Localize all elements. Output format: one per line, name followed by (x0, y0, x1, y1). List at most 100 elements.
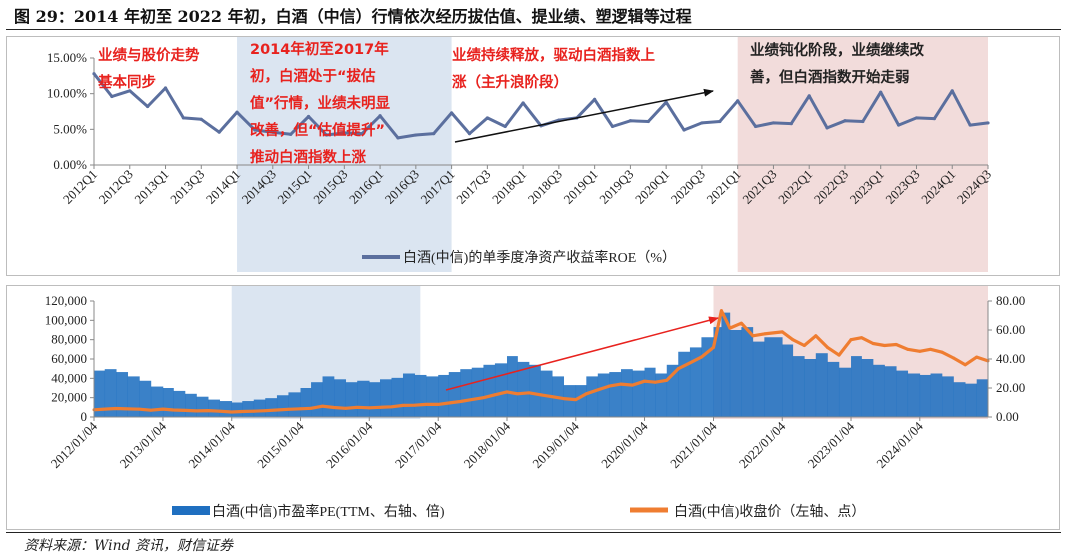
pe-bar (94, 370, 106, 417)
pe-bar (930, 373, 943, 417)
annotation-stage3: 业绩持续释放，驱动白酒指数上 涨（主升浪阶段） (452, 48, 655, 91)
price-data-point (424, 402, 428, 406)
pe-bar (792, 356, 805, 417)
price-legend-label: 白酒(中信)收盘价（左轴、点） (674, 503, 865, 520)
pe-bar (919, 374, 931, 417)
price-data-point (149, 408, 153, 412)
roe-data-point (289, 132, 293, 136)
price-data-point (401, 403, 405, 407)
price-data-point (332, 406, 336, 410)
price-data-point (825, 345, 829, 349)
price-data-point (413, 403, 417, 407)
price-data-point (918, 349, 922, 353)
price-data-point (298, 407, 302, 411)
pe-left-tick-label: 100,000 (45, 312, 87, 327)
pe-bar (976, 379, 989, 417)
price-data-point (837, 353, 841, 357)
pe-bar (713, 327, 722, 417)
price-data-point (676, 367, 680, 371)
roe-data-point (879, 90, 883, 94)
price-data-point (481, 396, 485, 400)
price-data-point (860, 336, 864, 340)
pe-bar (276, 395, 289, 417)
price-data-point (114, 406, 118, 410)
pe-bar (804, 359, 817, 417)
pe-bar (402, 373, 415, 417)
price-data-point (389, 405, 393, 409)
pe-bar (162, 388, 174, 417)
pe-bar (173, 390, 186, 417)
pe-bar (345, 382, 358, 417)
pe-right-tick-label: 60.00 (996, 322, 1025, 337)
roe-data-point (593, 97, 597, 101)
pe-bar (907, 373, 921, 417)
trend-arrow-red (445, 316, 719, 391)
roe-x-tick-label: 2018Q1 (489, 167, 529, 207)
pe-x-tick-label: 2021/01/04 (667, 418, 720, 471)
price-data-point (574, 398, 578, 402)
roe-data-point (146, 104, 150, 109)
roe-x-tick-label: 2019Q3 (596, 167, 636, 207)
roe-data-point (700, 121, 704, 125)
pe-left-tick-label: 60,000 (51, 351, 87, 366)
price-data-point (103, 407, 107, 411)
pe-left-tick-label: 0 (81, 409, 88, 424)
pe-x-tick-label: 2018/01/04 (461, 418, 514, 471)
pe-bar (764, 337, 783, 417)
pe-bar (265, 398, 278, 417)
figure-title: 图 29：2014 年初至 2022 年初，白酒（中信）行情依次经历拔估值、提业… (14, 7, 692, 26)
pe-bar (460, 369, 473, 417)
price-data-point (378, 405, 382, 409)
pe-bar (563, 385, 577, 417)
roe-data-point (789, 122, 793, 126)
pe-price-chart: 0 20,000 40,000 60,000 80,000 100,000 120,000 0… (45, 286, 1025, 520)
price-data-point (436, 402, 440, 406)
pe-bar (815, 353, 828, 417)
price-data-point (699, 355, 703, 359)
price-data-point (183, 408, 187, 412)
pe-bar (506, 356, 518, 417)
pe-bar (827, 361, 840, 417)
pe-bar (185, 393, 197, 417)
pe-bar (471, 367, 484, 417)
pe-x-tick-label: 2016/01/04 (323, 418, 376, 471)
annotation-stage1: 业绩与股价走势 基本同步 (98, 48, 200, 91)
roe-y-tick-label: 0.00% (53, 157, 87, 172)
price-data-point (619, 382, 623, 386)
price-data-point (275, 408, 279, 412)
roe-data-point (414, 133, 418, 137)
pe-bar (666, 364, 679, 417)
price-data-point (309, 406, 313, 410)
roe-data-point (503, 124, 507, 129)
pe-bar (116, 372, 129, 417)
price-data-point (493, 393, 497, 397)
price-data-point (527, 391, 531, 395)
price-data-point (218, 409, 222, 413)
roe-x-tick-label: 2013Q3 (167, 167, 207, 207)
price-data-point (458, 400, 462, 404)
pe-right-tick-label: 20.00 (996, 380, 1025, 395)
pe-x-tick-label: 2014/01/04 (185, 418, 238, 471)
price-data-point (447, 401, 451, 405)
pe-bar (896, 370, 909, 417)
roe-shaded-region-2 (737, 36, 988, 272)
roe-data-point (92, 72, 96, 76)
roe-data-point (163, 86, 168, 90)
pe-bar (953, 382, 966, 417)
pe-bar (965, 383, 977, 417)
pe-x-tick-label: 2020/01/04 (598, 418, 651, 471)
roe-data-point (110, 94, 114, 99)
pe-bar (438, 374, 450, 417)
pe-bar (701, 337, 714, 417)
roe-data-point (450, 111, 454, 115)
price-data-point (814, 334, 818, 338)
pe-bar (448, 372, 461, 417)
price-data-point (263, 409, 267, 413)
roe-data-point (843, 119, 847, 123)
pe-bar (540, 370, 553, 417)
pe-bar (494, 363, 508, 417)
roe-data-point (986, 121, 990, 125)
source-rule (6, 532, 1061, 533)
price-data-point (630, 383, 634, 387)
price-data-point (849, 338, 853, 342)
